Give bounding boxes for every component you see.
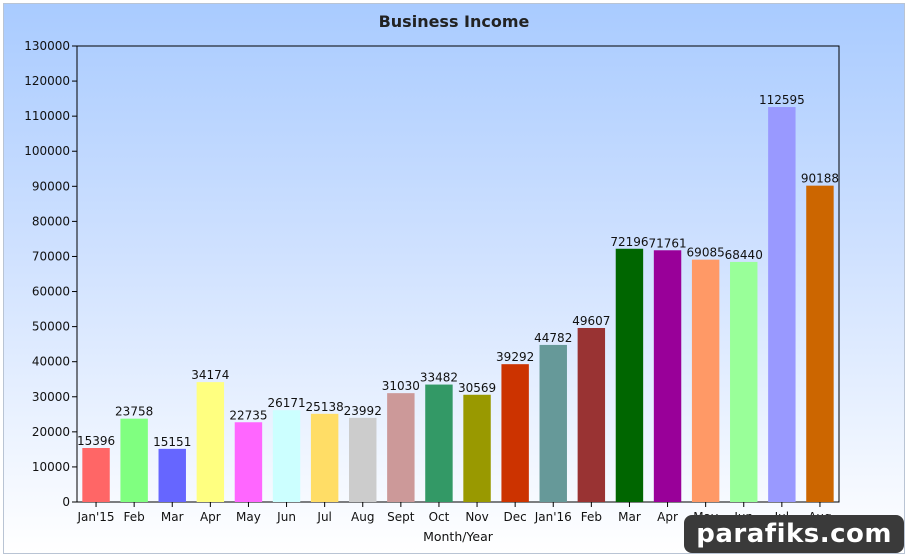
bar-value-label: 26171 (267, 396, 305, 410)
x-tick-label: Dec (504, 510, 527, 524)
x-tick-label: Nov (465, 510, 488, 524)
bar-value-label: 31030 (382, 379, 420, 393)
bar-value-label: 22735 (229, 408, 267, 422)
watermark-logo: parafiks.com (684, 515, 904, 553)
x-tick-label: Jan'16 (534, 510, 572, 524)
bar-value-label: 112595 (759, 93, 805, 107)
y-tick-label: 90000 (32, 179, 70, 193)
y-tick-label: 80000 (32, 214, 70, 228)
bar-value-label: 49607 (572, 314, 610, 328)
y-tick-label: 130000 (24, 39, 70, 53)
bar (158, 448, 186, 502)
x-tick-label: Oct (429, 510, 450, 524)
x-tick-label: Feb (581, 510, 602, 524)
bar-value-label: 15151 (153, 435, 191, 449)
bar-value-label: 72196 (610, 235, 648, 249)
bar-value-label: 15396 (77, 434, 115, 448)
bar-value-label: 23992 (344, 404, 382, 418)
bar-value-label: 71761 (648, 236, 686, 250)
x-tick-label: May (236, 510, 261, 524)
bar-value-label: 90188 (801, 172, 839, 186)
bar (806, 185, 834, 502)
y-tick-label: 0 (62, 495, 70, 509)
y-axis: 0 10000 20000 30000 40000 50000 60000 70000 8000… (24, 39, 77, 509)
y-tick-label: 40000 (32, 355, 70, 369)
x-tick-label: Mar (161, 510, 184, 524)
x-axis: Jan'15 Feb Mar Apr May Jun Jul Aug Sept Oct Nov Dec… (77, 502, 832, 524)
bar-value-label: 69085 (687, 246, 725, 260)
x-tick-label: Mar (618, 510, 641, 524)
bar (310, 413, 339, 502)
x-tick-label: Jul (316, 510, 331, 524)
y-tick-label: 50000 (32, 320, 70, 334)
plot-area (76, 45, 840, 503)
y-tick-label: 10000 (32, 460, 70, 474)
x-tick-label: Feb (124, 510, 145, 524)
bar (82, 448, 110, 502)
chart-title: Business Income (379, 12, 530, 31)
chart-frame: Business Income 0 10000 20000 30000 40000 500… (3, 3, 905, 554)
x-axis-title: Month/Year (423, 529, 494, 544)
bar (539, 344, 567, 502)
bar (653, 250, 682, 502)
bar-value-label: 39292 (496, 350, 534, 364)
y-tick-label: 100000 (24, 144, 70, 158)
bar (425, 384, 453, 502)
bar (768, 107, 796, 503)
x-tick-label: Apr (200, 510, 221, 524)
x-tick-label: Apr (657, 510, 678, 524)
x-tick-label: Sept (387, 510, 415, 524)
y-tick-label: 70000 (32, 249, 70, 263)
bar (691, 259, 720, 502)
bar-value-label: 30569 (458, 381, 496, 395)
bar (272, 410, 301, 502)
bar-value-label: 33482 (420, 371, 458, 385)
y-tick-label: 30000 (32, 390, 70, 404)
y-tick-label: 60000 (32, 285, 70, 299)
bar (387, 393, 415, 502)
y-tick-label: 110000 (24, 109, 70, 123)
bar (463, 394, 491, 502)
bar (120, 418, 148, 502)
bar (501, 364, 529, 502)
bar-value-label: 34174 (191, 368, 229, 382)
x-tick-label: Aug (351, 510, 374, 524)
bar (196, 382, 225, 502)
bar-value-label: 23758 (115, 405, 153, 419)
bar-value-label: 25138 (306, 400, 344, 414)
bar (615, 248, 644, 502)
bar (577, 327, 606, 502)
bar-value-label: 68440 (725, 248, 763, 262)
bar-chart: Business Income 0 10000 20000 30000 40000 500… (24, 12, 840, 544)
bar (349, 417, 377, 502)
bar (234, 422, 263, 502)
x-tick-label: Jun (276, 510, 296, 524)
bar-value-label: 44782 (534, 331, 572, 345)
y-tick-label: 120000 (24, 74, 70, 88)
x-tick-label: Jan'15 (77, 510, 115, 524)
bar (730, 261, 758, 502)
y-tick-label: 20000 (32, 425, 70, 439)
